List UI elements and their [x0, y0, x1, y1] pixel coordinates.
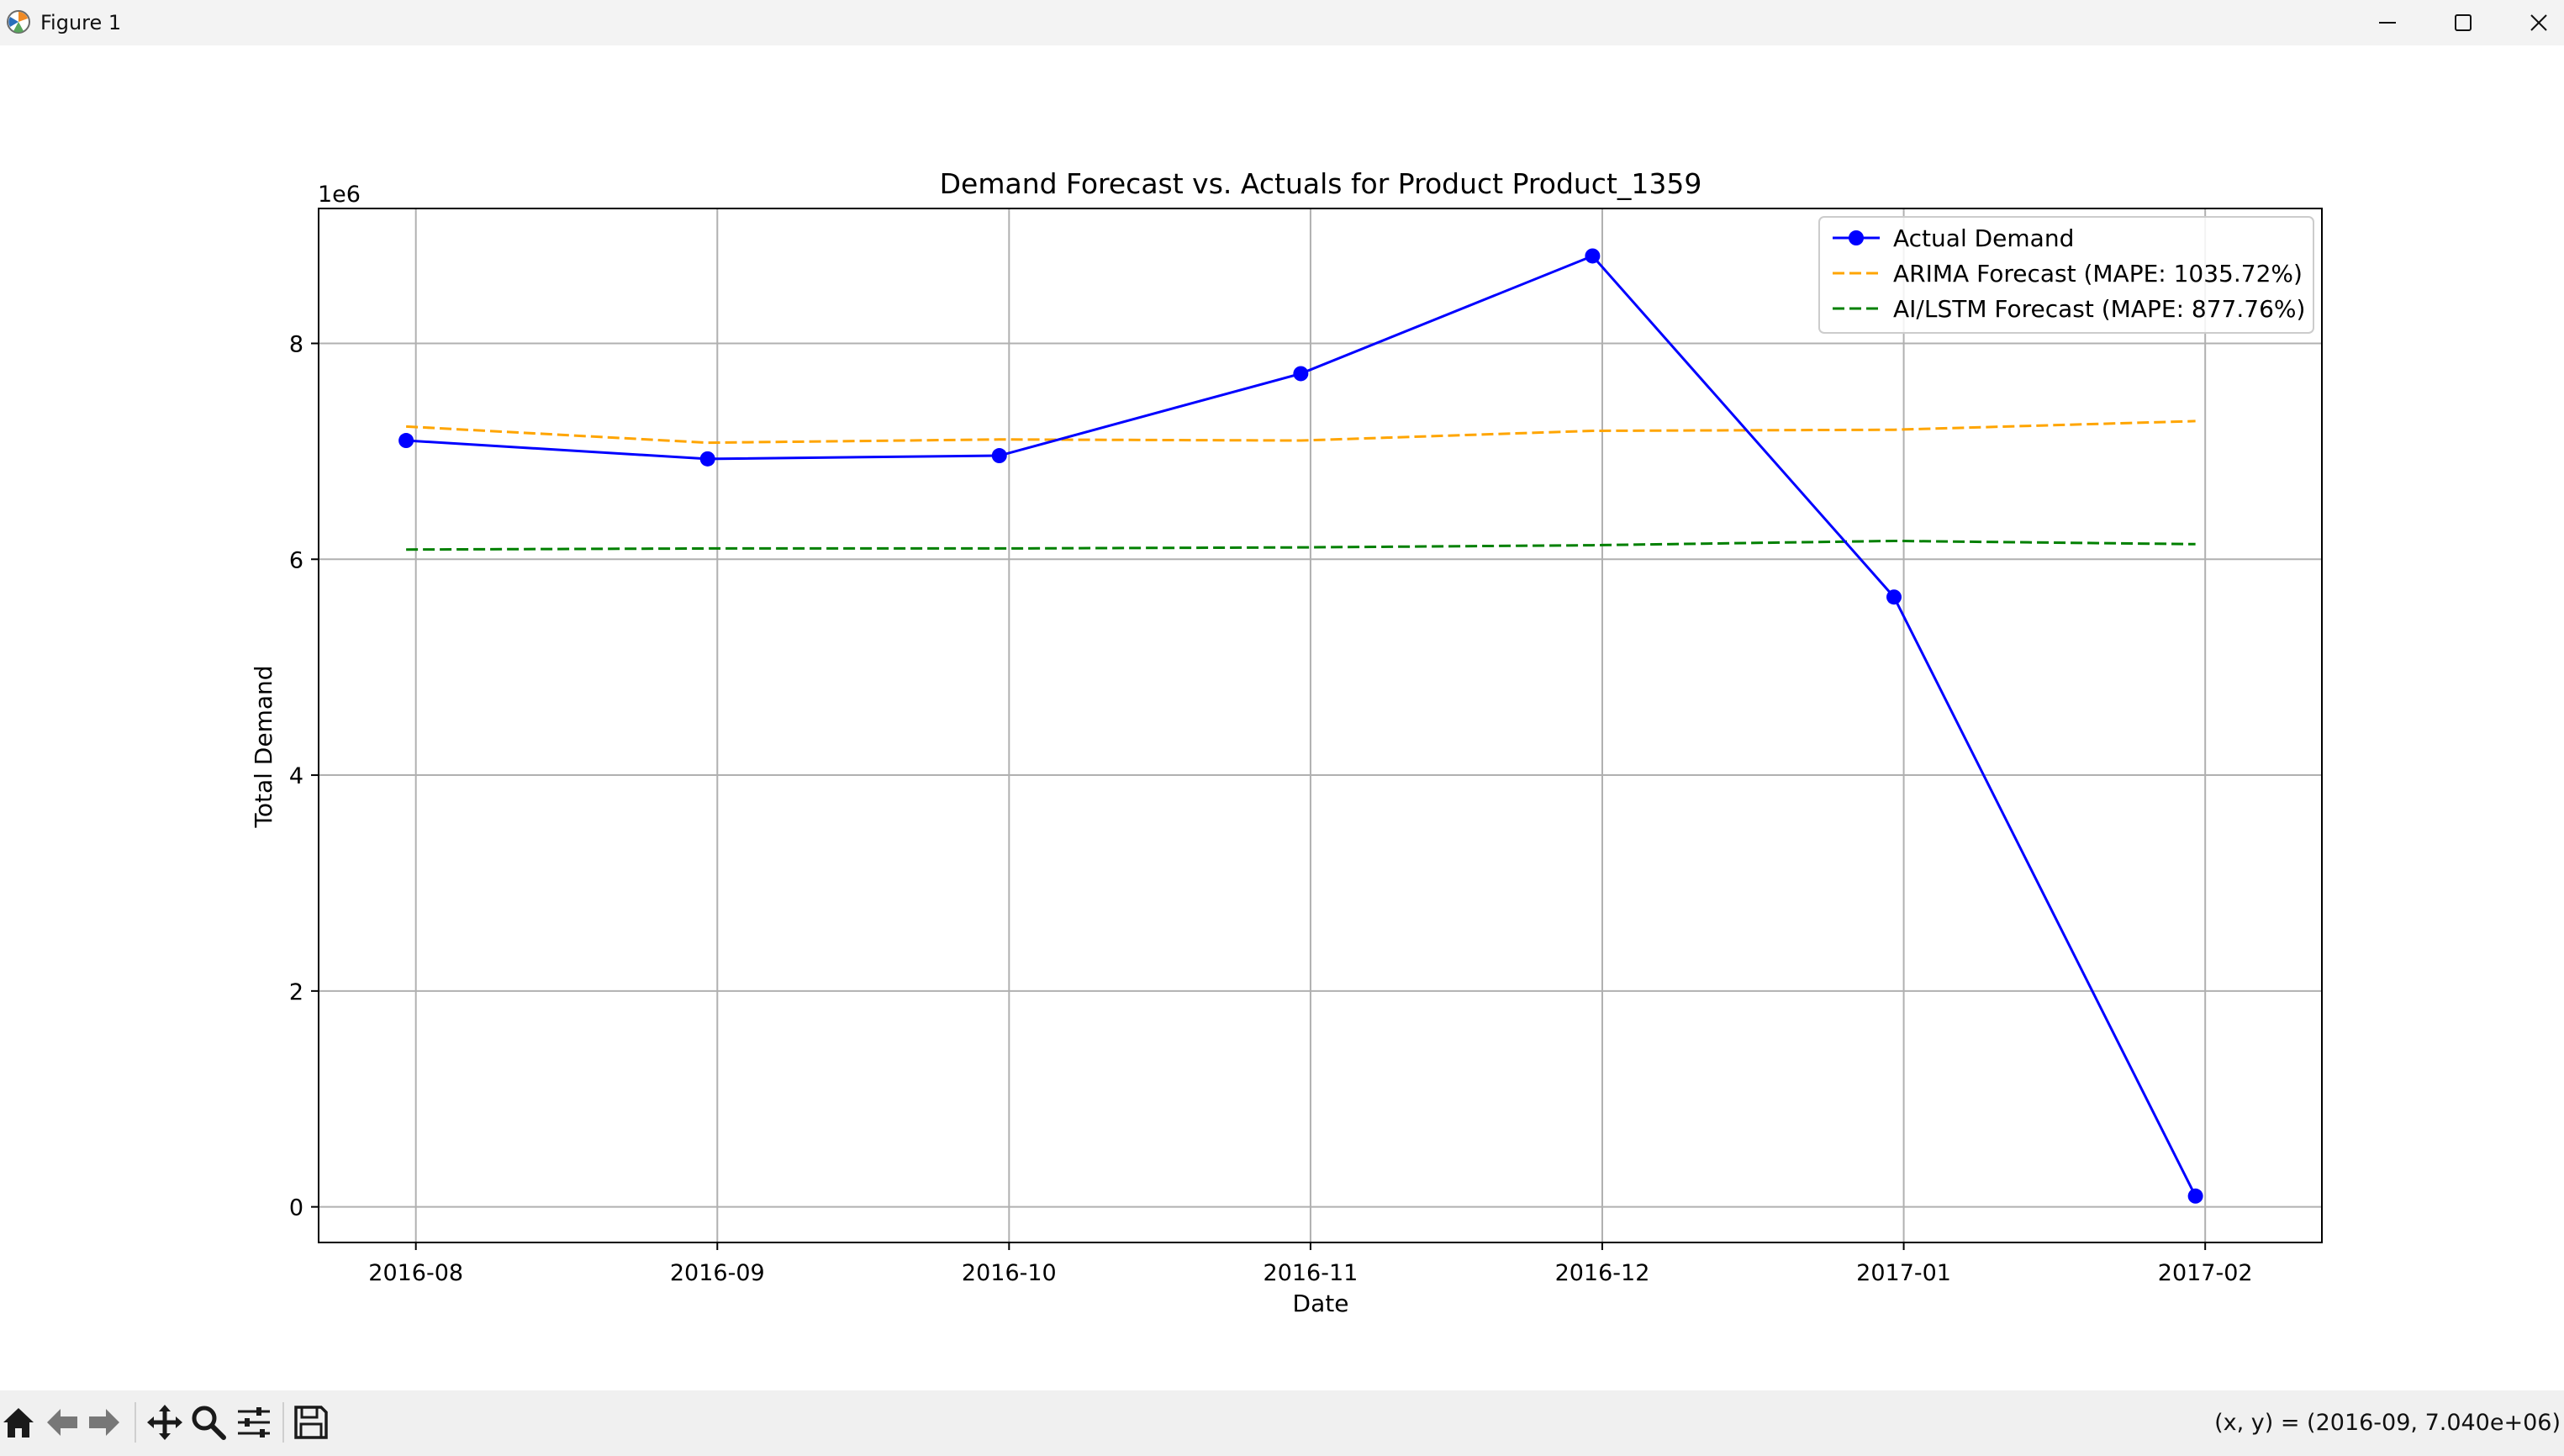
- actual-demand-point: [699, 451, 715, 467]
- chart-title: Demand Forecast vs. Actuals for Product …: [940, 167, 1702, 200]
- actual-demand-point: [1293, 366, 1309, 382]
- pan-icon: [147, 1405, 182, 1440]
- y-tick-label: 8: [289, 331, 303, 357]
- actual-demand-line: [406, 254, 2197, 1197]
- plot-area-frame: [318, 208, 2323, 1243]
- y-tick-label: 0: [289, 1195, 303, 1221]
- legend-marker: [1849, 230, 1864, 245]
- y-axis-label: Total Demand: [250, 665, 277, 828]
- legend-label: Actual Demand: [1893, 224, 2074, 252]
- home-icon: [3, 1408, 34, 1438]
- home-button[interactable]: [0, 1401, 40, 1444]
- x-tick-label: 2016-08: [368, 1260, 463, 1286]
- x-tick-label: 2016-12: [1555, 1260, 1650, 1286]
- actual-demand-point: [1886, 589, 1902, 605]
- x-tick-label: 2017-01: [1856, 1260, 1951, 1286]
- x-tick-label: 2017-02: [2158, 1260, 2253, 1286]
- actual-demand-point: [1585, 248, 1601, 264]
- navigation-toolbar: (x, y) = (2016-09, 7.040e+06): [0, 1390, 2564, 1456]
- minimize-icon: [2379, 22, 2396, 24]
- forward-arrow-icon: [89, 1409, 119, 1436]
- y-tick-label: 4: [289, 763, 303, 789]
- legend-box: [1818, 216, 2314, 334]
- line-chart: Demand Forecast vs. Actuals for Product …: [250, 167, 2323, 1317]
- forward-button[interactable]: [82, 1401, 126, 1444]
- y-tick-label: 2: [289, 979, 303, 1005]
- save-button[interactable]: [289, 1401, 333, 1444]
- back-arrow-icon: [47, 1409, 77, 1436]
- cursor-coordinates: (x, y) = (2016-09, 7.040e+06): [2214, 1410, 2561, 1436]
- y-offset-label: 1e6: [318, 182, 361, 208]
- maximize-icon: [2455, 14, 2472, 31]
- legend-label: ARIMA Forecast (MAPE: 1035.72%): [1893, 260, 2303, 288]
- save-icon: [294, 1406, 328, 1439]
- actual-demand-point: [991, 448, 1007, 464]
- arima-forecast-line: [406, 419, 2196, 445]
- x-axis-label: Date: [1293, 1290, 1349, 1317]
- x-tick-label: 2016-09: [670, 1260, 765, 1286]
- configure-subplots-button[interactable]: [232, 1401, 276, 1444]
- close-button[interactable]: [2501, 0, 2564, 45]
- back-button[interactable]: [40, 1401, 84, 1444]
- title-bar: Figure 1: [0, 0, 2564, 45]
- zoom-icon: [192, 1406, 226, 1440]
- figure-canvas[interactable]: Demand Forecast vs. Actuals for Product …: [0, 45, 2564, 1390]
- close-icon: [2530, 14, 2547, 31]
- configure-subplots-icon: [238, 1407, 270, 1438]
- toolbar-separator: [282, 1402, 284, 1443]
- legend-label: AI/LSTM Forecast (MAPE: 877.76%): [1893, 295, 2305, 323]
- toolbar-separator: [135, 1402, 136, 1443]
- x-tick-label: 2016-10: [962, 1260, 1057, 1286]
- matplotlib-app-icon: [7, 10, 30, 34]
- y-tick-label: 6: [289, 547, 303, 573]
- x-tick-label: 2016-11: [1264, 1260, 1358, 1286]
- window-title: Figure 1: [40, 11, 122, 34]
- actual-demand-point: [2187, 1188, 2203, 1204]
- actual-demand-point: [398, 433, 414, 449]
- minimize-button[interactable]: [2350, 0, 2425, 45]
- legend: Actual Demand ARIMA Forecast (MAPE: 1035.…: [1818, 216, 2314, 334]
- lstm-forecast-line: [406, 539, 2196, 551]
- zoom-button[interactable]: [187, 1401, 230, 1444]
- pan-button[interactable]: [143, 1401, 187, 1444]
- maximize-button[interactable]: [2425, 0, 2501, 45]
